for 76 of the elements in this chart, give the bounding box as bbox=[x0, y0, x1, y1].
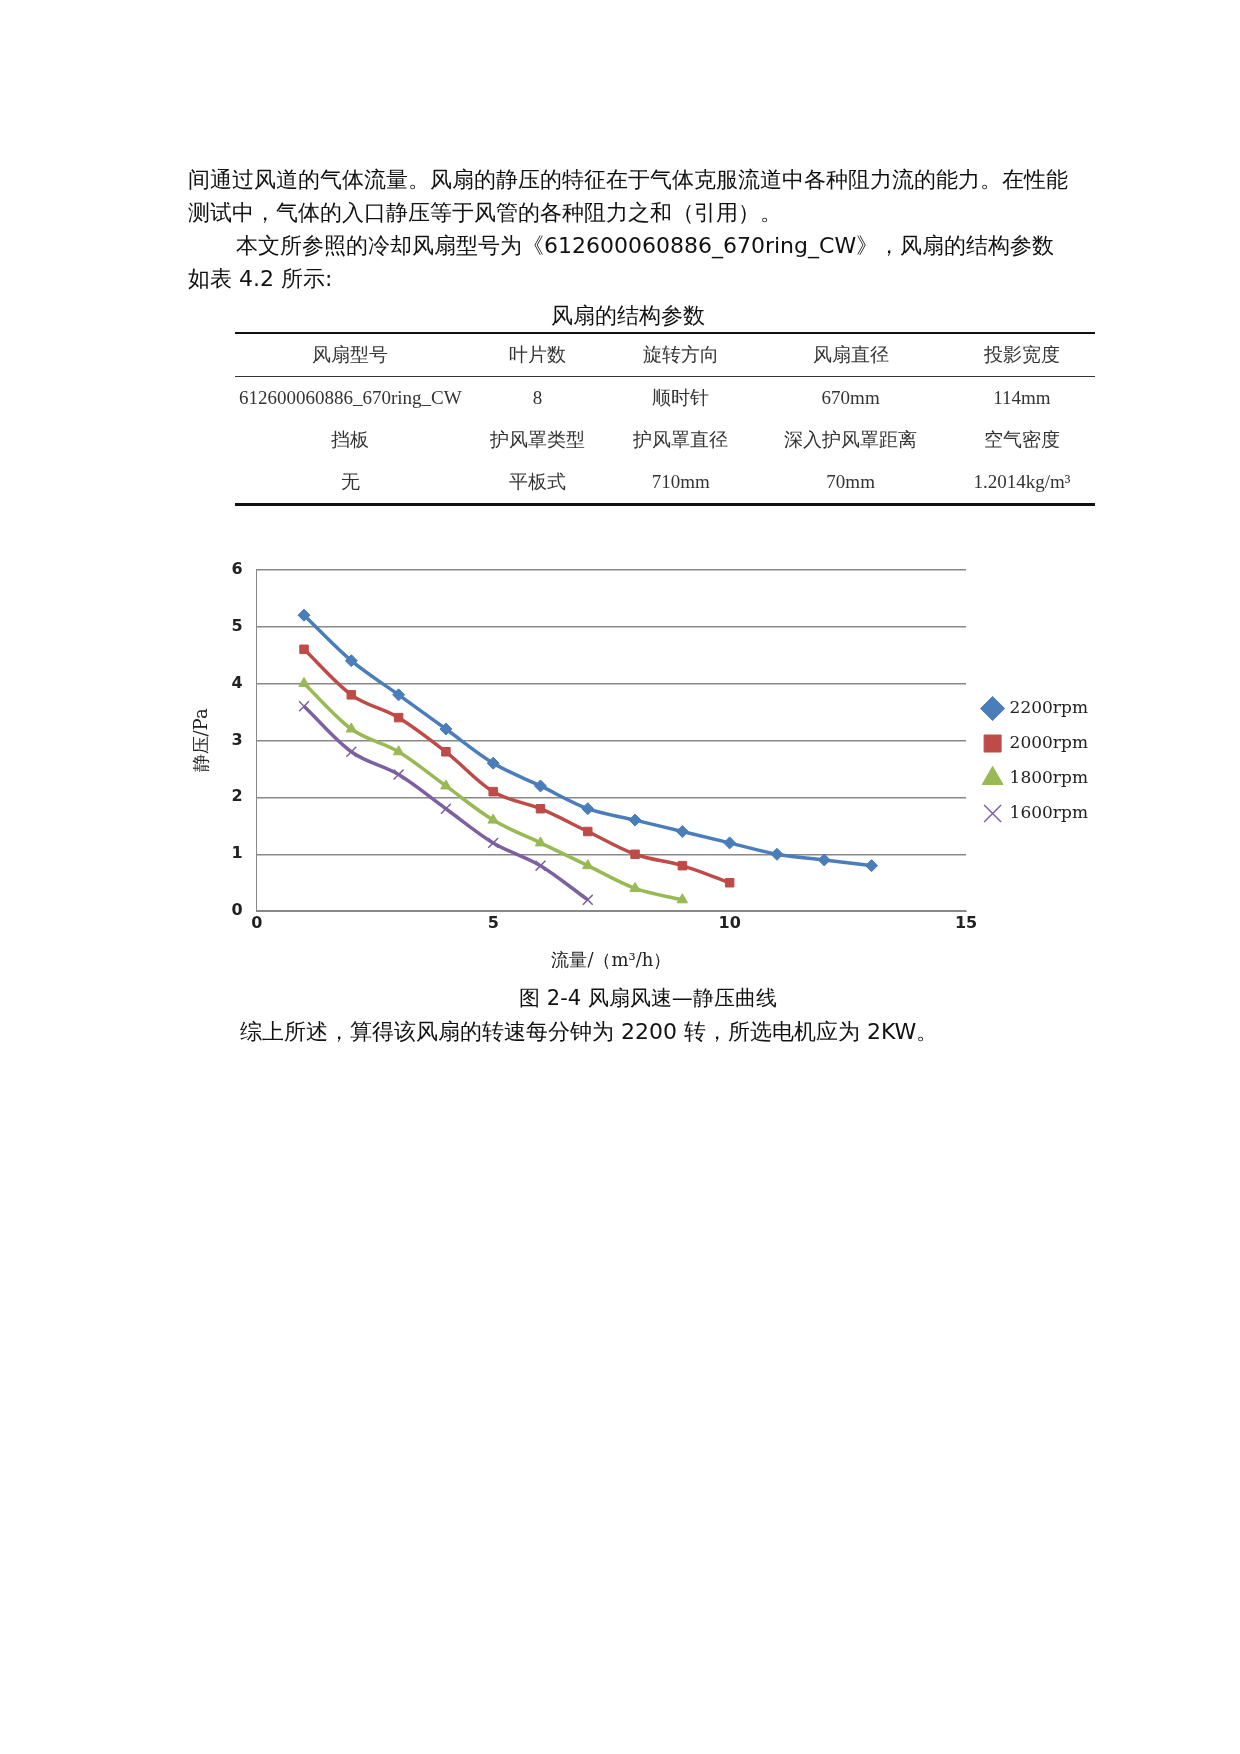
y-axis-title: 静压/Pa bbox=[190, 708, 212, 773]
text: 612600060886_670ring_CW bbox=[238, 386, 463, 410]
point bbox=[392, 768, 405, 781]
y-tick-label: 2 bbox=[231, 786, 243, 806]
point bbox=[533, 779, 547, 793]
text: 风扇型号 bbox=[311, 343, 390, 367]
text: 叶片数 bbox=[507, 343, 567, 367]
point bbox=[534, 859, 547, 872]
text: 无 bbox=[339, 470, 361, 494]
y-tick-label: 5 bbox=[231, 615, 243, 635]
point bbox=[583, 826, 593, 837]
text: 旋转方向 bbox=[641, 343, 720, 367]
legend-label: 1600rpm bbox=[1009, 801, 1089, 822]
text: 护风罩直径 bbox=[632, 428, 730, 452]
point bbox=[299, 644, 309, 655]
point bbox=[865, 859, 879, 873]
text: 综上所述，算得该风扇的转速每分钟为 2200 转，所选电机应为 2KW。 bbox=[240, 1018, 940, 1046]
point bbox=[723, 836, 737, 850]
text: 670mm bbox=[820, 386, 881, 410]
point bbox=[724, 877, 735, 888]
x-axis-title: 流量/（m³/h） bbox=[551, 948, 672, 970]
point bbox=[393, 712, 404, 723]
text: 风扇的结构参数 bbox=[550, 302, 706, 330]
point bbox=[441, 747, 451, 757]
x-tick-label: 0 bbox=[251, 912, 263, 932]
x-tick-label: 10 bbox=[718, 912, 741, 932]
text: 顺时针 bbox=[651, 386, 711, 410]
y-tick-label: 4 bbox=[231, 672, 243, 692]
point bbox=[439, 722, 453, 736]
text: 平板式 bbox=[507, 470, 567, 494]
point bbox=[487, 837, 499, 849]
text: 114mm bbox=[992, 386, 1052, 410]
point bbox=[770, 847, 784, 861]
text: 图 2-4 风扇风速—静压曲线 bbox=[518, 985, 778, 1012]
y-tick-label: 6 bbox=[231, 558, 243, 578]
y-tick-label: 1 bbox=[231, 843, 243, 863]
point bbox=[345, 746, 358, 758]
point bbox=[344, 654, 358, 668]
point bbox=[629, 881, 641, 892]
text: 本文所参照的冷却风扇型号为《612600060886_670ring_CW》，风扇的结构参数如表 4.2 所示: bbox=[188, 232, 1056, 293]
text: 投影宽度 bbox=[982, 343, 1061, 367]
text: 空气密度 bbox=[982, 428, 1061, 452]
point bbox=[298, 700, 310, 712]
point bbox=[535, 803, 546, 814]
point bbox=[582, 894, 594, 906]
text: 710mm bbox=[650, 470, 711, 494]
x-tick-label: 15 bbox=[954, 912, 978, 932]
y-tick-label: 3 bbox=[231, 729, 243, 749]
legend-label: 2200rpm bbox=[1009, 696, 1089, 717]
text: 挡板 bbox=[330, 428, 371, 452]
x-tick-label: 5 bbox=[487, 912, 499, 932]
point bbox=[675, 824, 689, 838]
text: 深入护风罩距离 bbox=[783, 428, 919, 452]
text: 70mm bbox=[825, 470, 876, 494]
text: 1.2014kg/m³ bbox=[972, 470, 1072, 494]
point bbox=[630, 849, 640, 860]
point bbox=[440, 803, 452, 815]
legend-label: 1800rpm bbox=[1009, 766, 1089, 787]
point bbox=[392, 688, 406, 702]
legend-label: 2000rpm bbox=[1009, 731, 1089, 752]
text: 护风罩类型 bbox=[488, 428, 586, 452]
point bbox=[677, 860, 688, 871]
text: 风扇直径 bbox=[811, 343, 890, 367]
point bbox=[628, 813, 642, 827]
point bbox=[346, 690, 357, 700]
text: 8 bbox=[531, 386, 544, 410]
point bbox=[298, 676, 310, 687]
point bbox=[488, 786, 498, 797]
point bbox=[487, 813, 499, 824]
text: 间通过风道的气体流量。风扇的静压的特征在于气体克服流道中各种阻力流的能力。在性能测试中，气体的入口静压等于风管的各种阻力之和（引用）。 bbox=[188, 166, 1068, 227]
point bbox=[440, 779, 452, 790]
point bbox=[676, 893, 689, 904]
point bbox=[817, 853, 831, 867]
point bbox=[486, 756, 500, 770]
point bbox=[581, 802, 595, 816]
point bbox=[297, 608, 311, 622]
